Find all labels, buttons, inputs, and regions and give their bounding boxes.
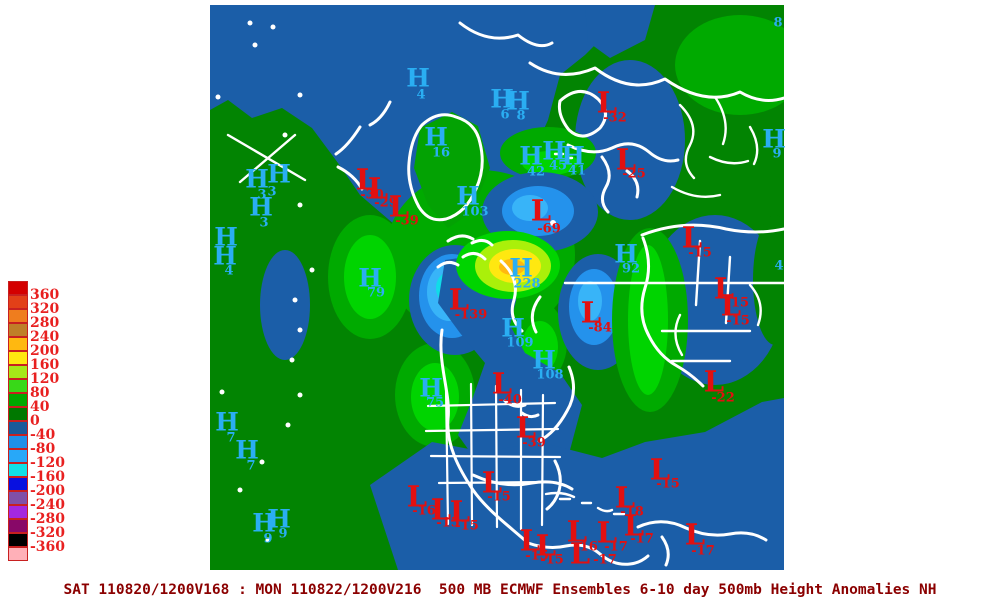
colorbar-cell [8,393,28,407]
colorbar-cell [8,295,28,309]
colorbar-labels: 360 320 280 240 200 160 120 80 40 0 -40 -80 -120 -160… [30,0,90,600]
colorbar-tick-label: 0 [30,413,40,429]
colorbar-tick-label: -320 [30,525,66,541]
colorbar-cell [8,351,28,365]
colorbar-cell [8,407,28,421]
colorbar-cell [8,365,28,379]
colorbar-tick-label: -160 [30,469,66,485]
colorbar-cell [8,547,28,561]
colorbar-tick-label: 280 [30,315,60,331]
map-area [210,5,805,570]
chart-caption: SAT 110820/1200V168 : MON 110822/1200V21… [63,582,937,598]
colorbar-cell [8,337,28,351]
island-dots [215,20,556,543]
colorbar-tick-label: -120 [30,455,66,471]
colorbar-tick-label: -80 [30,441,56,457]
colorbar-tick-label: -280 [30,511,66,527]
colorbar-cell [8,309,28,323]
colorbar-cell [8,323,28,337]
colorbar-cell [8,379,28,393]
colorbar-cell [8,519,28,533]
colorbar-tick-label: -200 [30,483,66,499]
colorbar-cell [8,281,28,295]
colorbar-tick-label: 200 [30,343,60,359]
colorbar [8,281,28,561]
colorbar-tick-label: 120 [30,371,60,387]
colorbar-cell [8,477,28,491]
coastlines [226,21,786,567]
colorbar-tick-label: -40 [30,427,56,443]
colorbar-cell [8,421,28,435]
colorbar-cell [8,505,28,519]
colorbar-tick-label: 320 [30,301,60,317]
anomaly-map [210,5,805,570]
colorbar-cell [8,533,28,547]
colorbar-cell [8,463,28,477]
colorbar-cell [8,435,28,449]
colorbar-cell [8,491,28,505]
colorbar-tick-label: 160 [30,357,60,373]
colorbar-tick-label: 240 [30,329,60,345]
colorbar-cell [8,449,28,463]
colorbar-tick-label: 360 [30,287,60,303]
colorbar-tick-label: -240 [30,497,66,513]
colorbar-tick-label: -360 [30,539,66,555]
colorbar-tick-label: 80 [30,385,50,401]
colorbar-tick-label: 40 [30,399,50,415]
